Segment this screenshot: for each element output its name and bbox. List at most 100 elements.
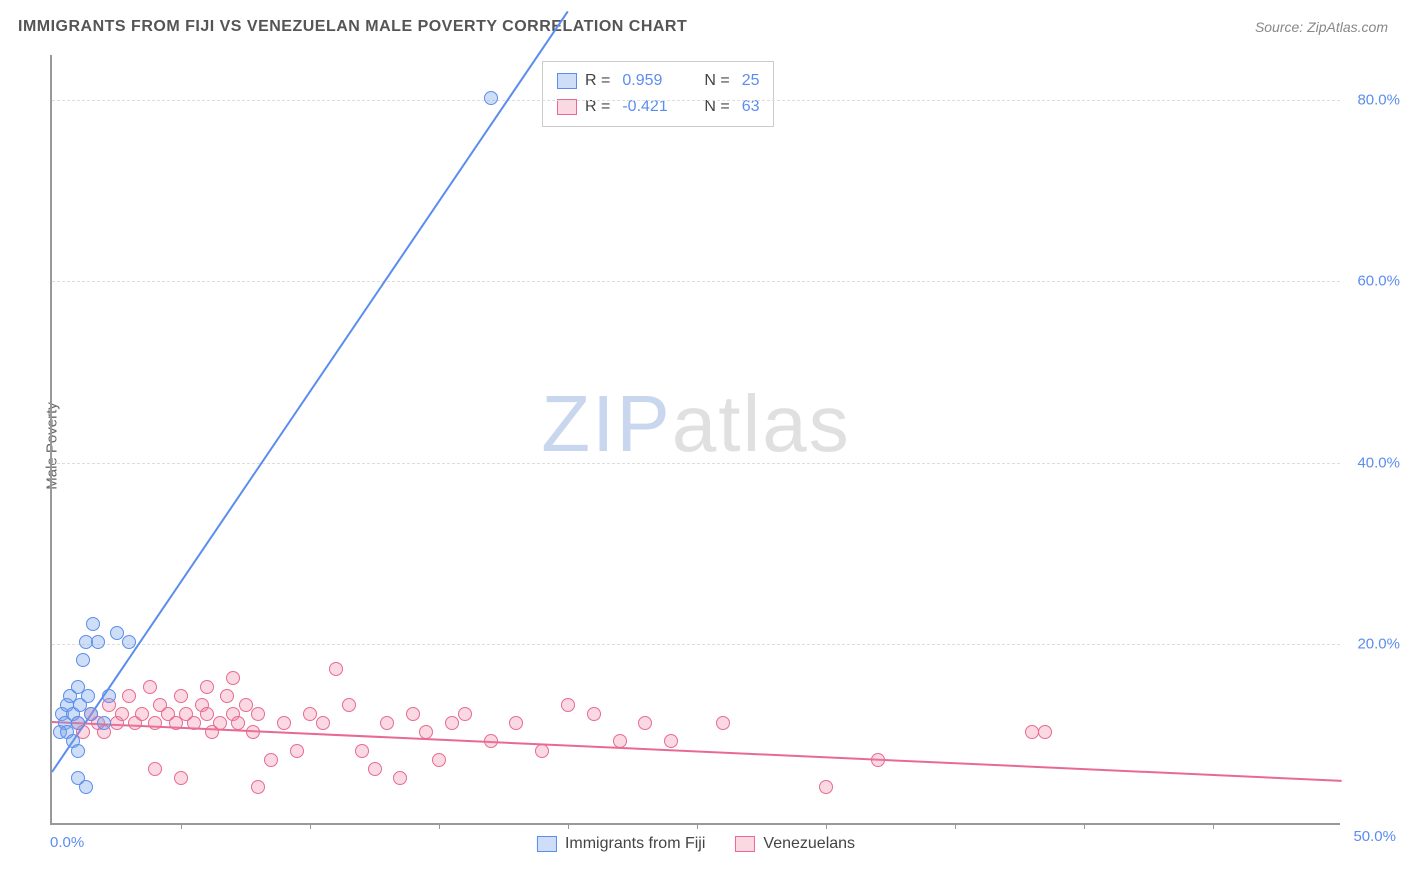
x-tick bbox=[181, 823, 182, 829]
x-tick bbox=[955, 823, 956, 829]
x-tick bbox=[1084, 823, 1085, 829]
data-point bbox=[115, 707, 129, 721]
data-point bbox=[716, 716, 730, 730]
data-point bbox=[97, 716, 111, 730]
data-point bbox=[342, 698, 356, 712]
data-point bbox=[71, 716, 85, 730]
x-tick bbox=[568, 823, 569, 829]
data-point bbox=[84, 707, 98, 721]
data-point bbox=[445, 716, 459, 730]
data-point bbox=[871, 753, 885, 767]
x-tick bbox=[439, 823, 440, 829]
data-point bbox=[277, 716, 291, 730]
data-point bbox=[587, 707, 601, 721]
data-point bbox=[484, 734, 498, 748]
data-point bbox=[143, 680, 157, 694]
data-point bbox=[148, 716, 162, 730]
stats-legend-row: R =-0.421N =63 bbox=[557, 94, 759, 120]
bottom-legend-item: Venezuelans bbox=[735, 835, 855, 853]
y-tick-label: 40.0% bbox=[1357, 454, 1400, 471]
legend-swatch bbox=[557, 99, 577, 115]
data-point bbox=[368, 762, 382, 776]
trend-line bbox=[51, 10, 569, 772]
data-point bbox=[122, 689, 136, 703]
data-point bbox=[220, 689, 234, 703]
data-point bbox=[380, 716, 394, 730]
data-point bbox=[213, 716, 227, 730]
bottom-legend-label: Venezuelans bbox=[763, 835, 855, 853]
legend-n-label: N = bbox=[704, 72, 729, 90]
data-point bbox=[110, 626, 124, 640]
data-point bbox=[458, 707, 472, 721]
data-point bbox=[1025, 725, 1039, 739]
legend-swatch bbox=[537, 836, 557, 852]
data-point bbox=[535, 744, 549, 758]
data-point bbox=[246, 725, 260, 739]
source-label: Source: ZipAtlas.com bbox=[1255, 19, 1388, 35]
y-tick-label: 60.0% bbox=[1357, 273, 1400, 290]
data-point bbox=[239, 698, 253, 712]
data-point bbox=[664, 734, 678, 748]
data-point bbox=[316, 716, 330, 730]
data-point bbox=[174, 771, 188, 785]
gridline bbox=[52, 100, 1340, 101]
x-tick bbox=[697, 823, 698, 829]
x-tick bbox=[826, 823, 827, 829]
data-point bbox=[86, 617, 100, 631]
x-tick bbox=[1213, 823, 1214, 829]
data-point bbox=[561, 698, 575, 712]
data-point bbox=[251, 780, 265, 794]
data-point bbox=[174, 689, 188, 703]
data-point bbox=[79, 635, 93, 649]
gridline bbox=[52, 644, 1340, 645]
data-point bbox=[290, 744, 304, 758]
chart-title: IMMIGRANTS FROM FIJI VS VENEZUELAN MALE … bbox=[18, 18, 687, 36]
legend-r-value: 0.959 bbox=[622, 72, 686, 90]
gridline bbox=[52, 463, 1340, 464]
data-point bbox=[200, 680, 214, 694]
data-point bbox=[71, 744, 85, 758]
data-point bbox=[393, 771, 407, 785]
data-point bbox=[484, 91, 498, 105]
data-point bbox=[432, 753, 446, 767]
data-point bbox=[226, 671, 240, 685]
data-point bbox=[638, 716, 652, 730]
data-point bbox=[200, 707, 214, 721]
legend-r-label: R = bbox=[585, 72, 610, 90]
data-point bbox=[187, 716, 201, 730]
data-point bbox=[1038, 725, 1052, 739]
data-point bbox=[406, 707, 420, 721]
bottom-legend-item: Immigrants from Fiji bbox=[537, 835, 705, 853]
data-point bbox=[122, 635, 136, 649]
watermark: ZIPatlas bbox=[541, 378, 850, 470]
data-point bbox=[509, 716, 523, 730]
plot-area: ZIPatlas R =0.959N =25R =-0.421N =63 Imm… bbox=[50, 55, 1340, 825]
bottom-legend-label: Immigrants from Fiji bbox=[565, 835, 705, 853]
data-point bbox=[102, 689, 116, 703]
watermark-zip: ZIP bbox=[541, 379, 671, 468]
data-point bbox=[81, 689, 95, 703]
legend-swatch bbox=[557, 73, 577, 89]
data-point bbox=[79, 780, 93, 794]
x-tick-label: 0.0% bbox=[50, 834, 84, 851]
y-tick-label: 80.0% bbox=[1357, 92, 1400, 109]
data-point bbox=[303, 707, 317, 721]
stats-legend: R = 0.959 N = 25 R =-0.421N =63 bbox=[542, 61, 774, 127]
x-tick bbox=[310, 823, 311, 829]
legend-n-value: 25 bbox=[742, 72, 760, 90]
data-point bbox=[251, 707, 265, 721]
bottom-legend: Immigrants from Fiji Venezuelans bbox=[537, 835, 855, 853]
data-point bbox=[613, 734, 627, 748]
data-point bbox=[231, 716, 245, 730]
legend-swatch bbox=[735, 836, 755, 852]
data-point bbox=[264, 753, 278, 767]
data-point bbox=[419, 725, 433, 739]
data-point bbox=[135, 707, 149, 721]
stats-legend-row: R = 0.959 N = 25 bbox=[557, 68, 759, 94]
data-point bbox=[148, 762, 162, 776]
x-tick-label: 50.0% bbox=[1353, 828, 1396, 845]
title-bar: IMMIGRANTS FROM FIJI VS VENEZUELAN MALE … bbox=[18, 18, 1388, 36]
data-point bbox=[329, 662, 343, 676]
data-point bbox=[91, 635, 105, 649]
data-point bbox=[355, 744, 369, 758]
